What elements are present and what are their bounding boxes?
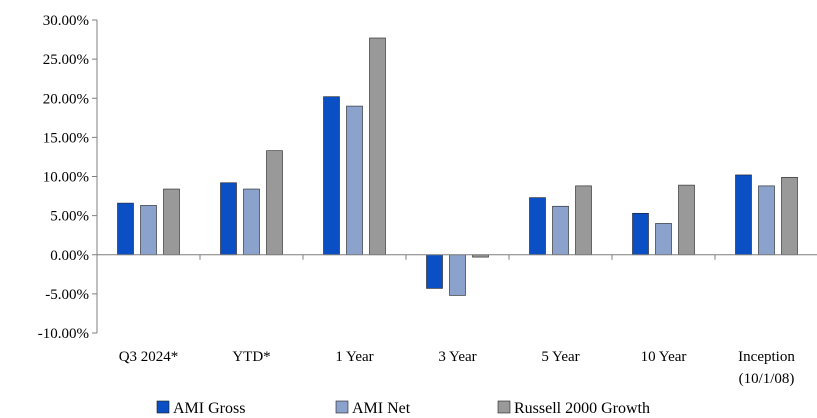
x-tick-label-line: 5 Year	[541, 349, 579, 365]
bar-ami-gross	[632, 212, 649, 256]
x-tick-label-line: Q3 2024*	[119, 349, 179, 365]
legend: AMI Gross AMI Net Russell 2000 Growth	[156, 400, 650, 417]
x-tick-label-line: 10 Year	[641, 349, 687, 365]
bar-ami-net	[346, 105, 363, 256]
bar-russell-2000-growth	[575, 185, 592, 256]
bar-ami-net	[243, 188, 260, 256]
bar-russell-2000-growth	[678, 184, 695, 256]
bars	[117, 37, 798, 296]
bar-russell-2000-growth	[163, 188, 180, 256]
y-tick-label: -10.00%	[38, 326, 89, 342]
bar-ami-gross	[323, 96, 340, 256]
x-tick-label: 1 Year	[335, 349, 373, 365]
x-tick-label-line: Inception	[738, 349, 795, 365]
bar-ami-net	[449, 254, 466, 296]
legend-label-ami-net: AMI Net	[352, 400, 411, 417]
axes	[96, 20, 817, 333]
x-axis-labels: Q3 2024* YTD* 1 Year 3 Year 5 Year 10 Year Inc…	[119, 349, 796, 387]
y-tick-label: 20.00%	[43, 91, 89, 107]
y-axis-ticks: -10.00% -5.00% 0.00% 5.00% 10.00% 15.00% 20.00…	[38, 13, 97, 342]
x-tick-label: Q3 2024*	[119, 349, 179, 365]
y-tick-label: 0.00%	[50, 248, 89, 264]
y-tick-label: -5.00%	[45, 287, 89, 303]
x-tick-label-line: 3 Year	[438, 349, 476, 365]
x-tick-label-line: YTD*	[232, 349, 270, 365]
bar-ami-gross	[220, 182, 237, 256]
bar-ami-net	[552, 205, 569, 256]
bar-russell-2000-growth	[781, 176, 798, 256]
bar-ami-gross	[426, 254, 443, 289]
legend-swatch-ami-net	[335, 400, 349, 414]
y-tick-label: 30.00%	[43, 13, 89, 29]
legend-swatch-ami-gross	[156, 400, 170, 414]
legend-swatch-russell-2000-growth	[497, 400, 511, 414]
bar-ami-net	[758, 185, 775, 256]
x-tick-label-line: 1 Year	[335, 349, 373, 365]
x-tick-label: 3 Year	[438, 349, 476, 365]
bar-ami-net	[655, 223, 672, 256]
legend-label-russell-2000-growth: Russell 2000 Growth	[514, 400, 650, 417]
y-tick-label: 5.00%	[50, 209, 89, 225]
x-tick-label: YTD*	[232, 349, 270, 365]
bar-ami-gross	[117, 202, 134, 256]
bar-ami-gross	[529, 197, 546, 256]
x-tick-label: 10 Year	[641, 349, 687, 365]
x-tick-label: 5 Year	[541, 349, 579, 365]
y-tick-label: 10.00%	[43, 170, 89, 186]
legend-label-ami-gross: AMI Gross	[173, 400, 245, 417]
x-tick-label-line: (10/1/08)	[739, 371, 795, 387]
bar-ami-gross	[735, 174, 752, 256]
bar-russell-2000-growth	[266, 150, 283, 256]
y-tick-label: 15.00%	[43, 130, 89, 146]
y-tick-label: 25.00%	[43, 52, 89, 68]
bar-ami-net	[140, 205, 157, 256]
x-tick-label: Inception (10/1/08)	[738, 349, 795, 387]
bar-russell-2000-growth	[369, 37, 386, 256]
